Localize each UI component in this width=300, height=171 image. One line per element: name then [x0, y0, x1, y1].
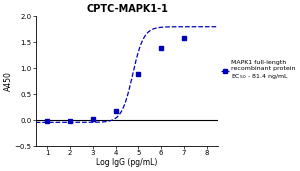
Y-axis label: A450: A450: [4, 71, 13, 91]
Title: CPTC-MAPK1-1: CPTC-MAPK1-1: [86, 4, 168, 14]
X-axis label: Log IgG (pg/mL): Log IgG (pg/mL): [96, 158, 158, 167]
Legend: MAPK1 full-length
recombinant protein
EC$_{50}$ - 81.4 ng/mL: MAPK1 full-length recombinant protein EC…: [221, 60, 296, 81]
